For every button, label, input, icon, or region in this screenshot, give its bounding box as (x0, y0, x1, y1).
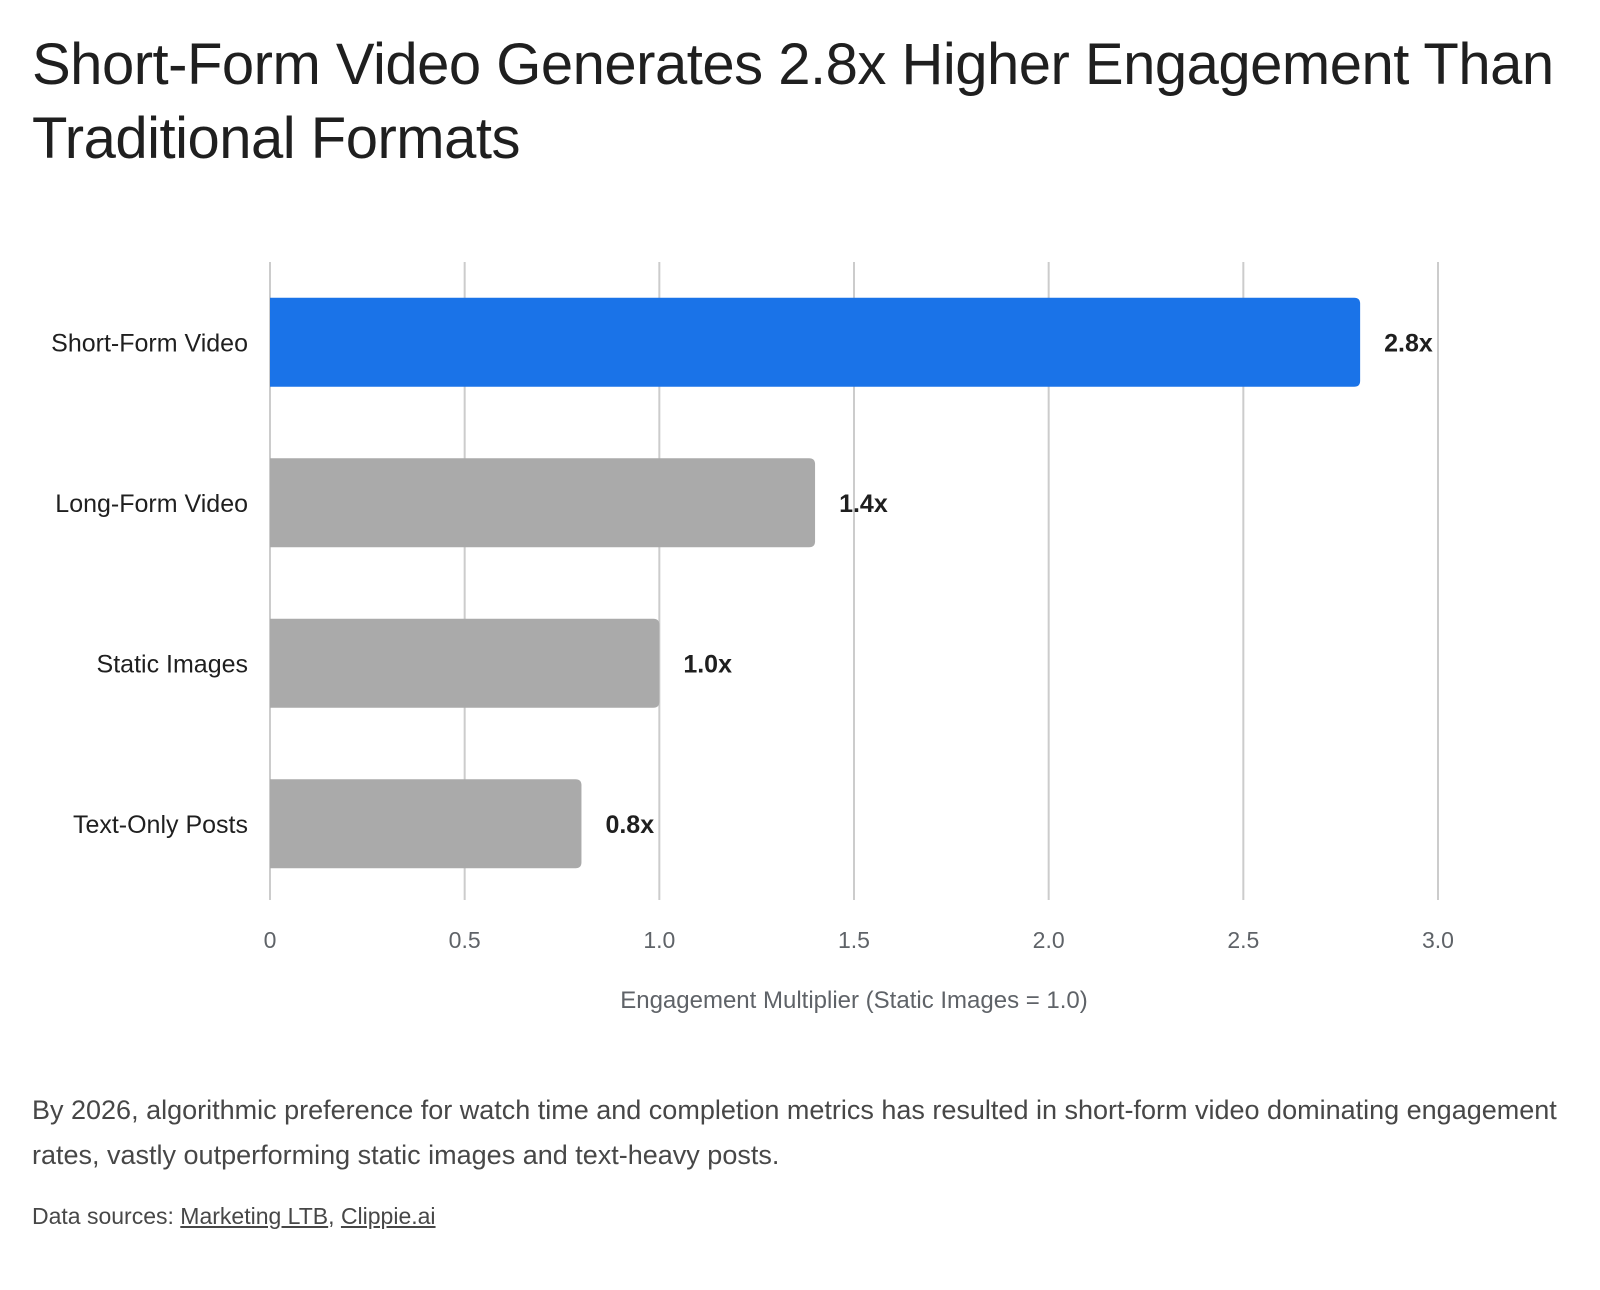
category-label: Short-Form Video (51, 329, 248, 357)
source-link-clippie[interactable]: Clippie.ai (340, 1203, 436, 1229)
x-tick-label: 1.5 (838, 927, 870, 953)
x-axis-title: Engagement Multiplier (Static Images = 1… (620, 987, 1088, 1014)
chart-caption: By 2026, algorithmic preference for watc… (32, 1095, 1557, 1170)
data-label: 1.0x (683, 650, 732, 678)
bar-text-only-posts (270, 779, 582, 869)
category-label: Long-Form Video (55, 490, 248, 518)
sources-prefix: Data sources: (32, 1203, 181, 1229)
bar-long-form-video (270, 458, 816, 548)
chart-title: Short-Form Video Generates 2.8x Higher E… (32, 32, 1554, 171)
x-tick-label: 2.0 (1033, 927, 1065, 953)
x-tick-label: 2.5 (1227, 927, 1259, 953)
labels: 0 0.5 1.0 1.5 2.0 2.5 3.0 Short-Form Video 2.8x L… (51, 329, 1454, 1014)
bar-short-form-video (270, 297, 1361, 387)
category-label: Static Images (97, 650, 248, 678)
bars (270, 297, 1361, 869)
data-label: 2.8x (1384, 329, 1433, 357)
data-label: 1.4x (839, 490, 888, 518)
x-tick-label: 0 (264, 927, 277, 953)
x-tick-label: 3.0 (1422, 927, 1454, 953)
category-label: Text-Only Posts (73, 811, 248, 839)
source-link-marketing-ltb[interactable]: Marketing LTB (180, 1203, 329, 1229)
bar-static-images (270, 618, 660, 708)
data-sources: Data sources: Marketing LTB, Clippie.ai (32, 1200, 436, 1232)
sources-separator: , (328, 1203, 341, 1229)
x-tick-label: 0.5 (449, 927, 481, 953)
x-tick-label: 1.0 (643, 927, 675, 953)
bar-chart: 0 0.5 1.0 1.5 2.0 2.5 3.0 Short-Form Video 2.8x L… (51, 262, 1454, 1014)
data-label: 0.8x (605, 811, 654, 839)
